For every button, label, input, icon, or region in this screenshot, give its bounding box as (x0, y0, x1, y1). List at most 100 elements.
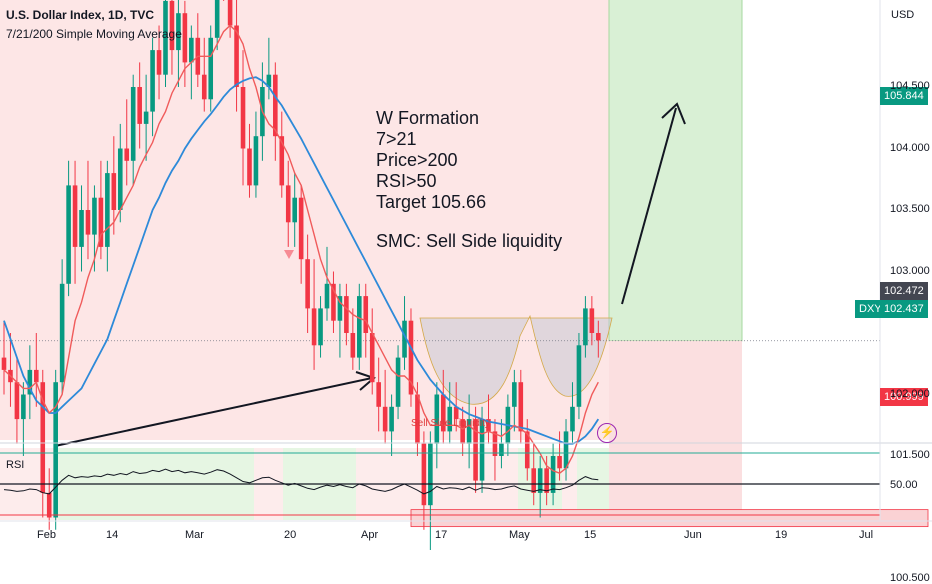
candle (350, 333, 356, 358)
candle (557, 456, 562, 469)
rsi-level-label: 50.00 (890, 479, 918, 491)
x-tick-label: May (509, 529, 530, 541)
rsi-line (3, 468, 599, 495)
candle (92, 197, 97, 235)
price-chart[interactable] (0, 0, 932, 550)
candle (98, 197, 104, 247)
candle (143, 111, 149, 124)
candle (201, 74, 207, 100)
last-price-badge: 102.472 (880, 282, 928, 300)
candle (466, 419, 472, 444)
current-price-badge: 102.437 (880, 300, 928, 318)
candle (544, 468, 549, 493)
bearish-background (0, 0, 609, 440)
candle (117, 148, 123, 210)
candle (266, 74, 272, 87)
candle (279, 136, 285, 186)
annotation-w-formation: W Formation (376, 108, 480, 128)
x-tick-label: Mar (185, 529, 204, 541)
candle (169, 0, 175, 51)
candle (292, 197, 297, 223)
candle (453, 406, 459, 420)
annotation-rsi-50: RSI>50 (376, 171, 437, 191)
candle (85, 210, 91, 235)
candle (486, 419, 491, 432)
candle (344, 296, 349, 333)
annotation-price-200: Price>200 (376, 150, 458, 170)
indicator-legend: 7/21/200 Simple Moving Average (6, 27, 182, 41)
candle (305, 259, 310, 309)
candle (460, 419, 465, 444)
candle (440, 394, 446, 432)
y-tick-label: 102.000 (890, 387, 930, 400)
y-tick-label: 104.500 (890, 80, 930, 92)
lightning-icon[interactable]: ⚡ (597, 423, 617, 443)
candle (389, 406, 394, 432)
x-tick-label: 14 (106, 529, 119, 541)
candle (576, 345, 582, 407)
candle (492, 431, 498, 456)
candle (34, 369, 39, 383)
candle (189, 37, 194, 63)
candle (512, 382, 517, 407)
candle (182, 13, 188, 63)
y-tick-label: 104.000 (890, 141, 930, 154)
y-tick-label: 103.500 (890, 203, 930, 215)
target-price-badge: 105.844 (880, 87, 928, 105)
candle (402, 320, 407, 358)
candle (324, 283, 330, 309)
candle (79, 210, 84, 247)
candle (240, 87, 246, 149)
candle (234, 25, 239, 87)
candle (111, 173, 117, 210)
chart-title: U.S. Dollar Index, 1D, TVC (6, 8, 155, 22)
candle (408, 320, 414, 395)
candle (357, 296, 362, 358)
candle (479, 419, 485, 481)
x-tick-label: 15 (584, 529, 597, 541)
sma21-line (3, 76, 600, 445)
sma7-line (3, 24, 599, 474)
candle (247, 148, 252, 186)
liquidity-box (410, 509, 929, 528)
target-zone (608, 0, 743, 342)
symbol-badge: DXY (855, 300, 882, 318)
sell-side-liquidity-label: Sell Side Liquidity (411, 418, 490, 429)
candle (285, 185, 291, 223)
candle (518, 382, 524, 432)
candle (318, 308, 323, 346)
candle (421, 443, 427, 506)
candle (311, 308, 317, 346)
candle (253, 136, 259, 186)
candle (1, 357, 7, 370)
candle (428, 443, 433, 506)
candle (531, 468, 537, 493)
candle (150, 50, 155, 112)
rsi-pane-label: RSI (6, 459, 25, 471)
target-arrow-head (661, 102, 686, 125)
trend-arrow-line (54, 377, 373, 447)
candle (14, 382, 20, 420)
candle (40, 382, 46, 493)
candle (214, 0, 220, 38)
candle (395, 357, 401, 407)
target-arrow-line (621, 107, 677, 305)
currency-label: USD (891, 9, 915, 21)
stop-zone (609, 340, 742, 518)
candle (524, 431, 530, 469)
candle (337, 296, 343, 321)
candle (21, 394, 26, 420)
candle (298, 197, 304, 260)
x-tick-label: Apr (361, 529, 379, 541)
candle (537, 468, 543, 493)
candle (124, 148, 130, 161)
candle (369, 333, 375, 383)
annotation-7-21: 7>21 (376, 129, 417, 149)
x-tick-label: 20 (284, 529, 297, 541)
candle (59, 283, 65, 383)
candle (415, 394, 420, 444)
annotation-target: Target 105.66 (376, 192, 487, 212)
x-tick-label: Feb (37, 529, 56, 541)
candle (331, 283, 336, 321)
candle (208, 37, 214, 100)
